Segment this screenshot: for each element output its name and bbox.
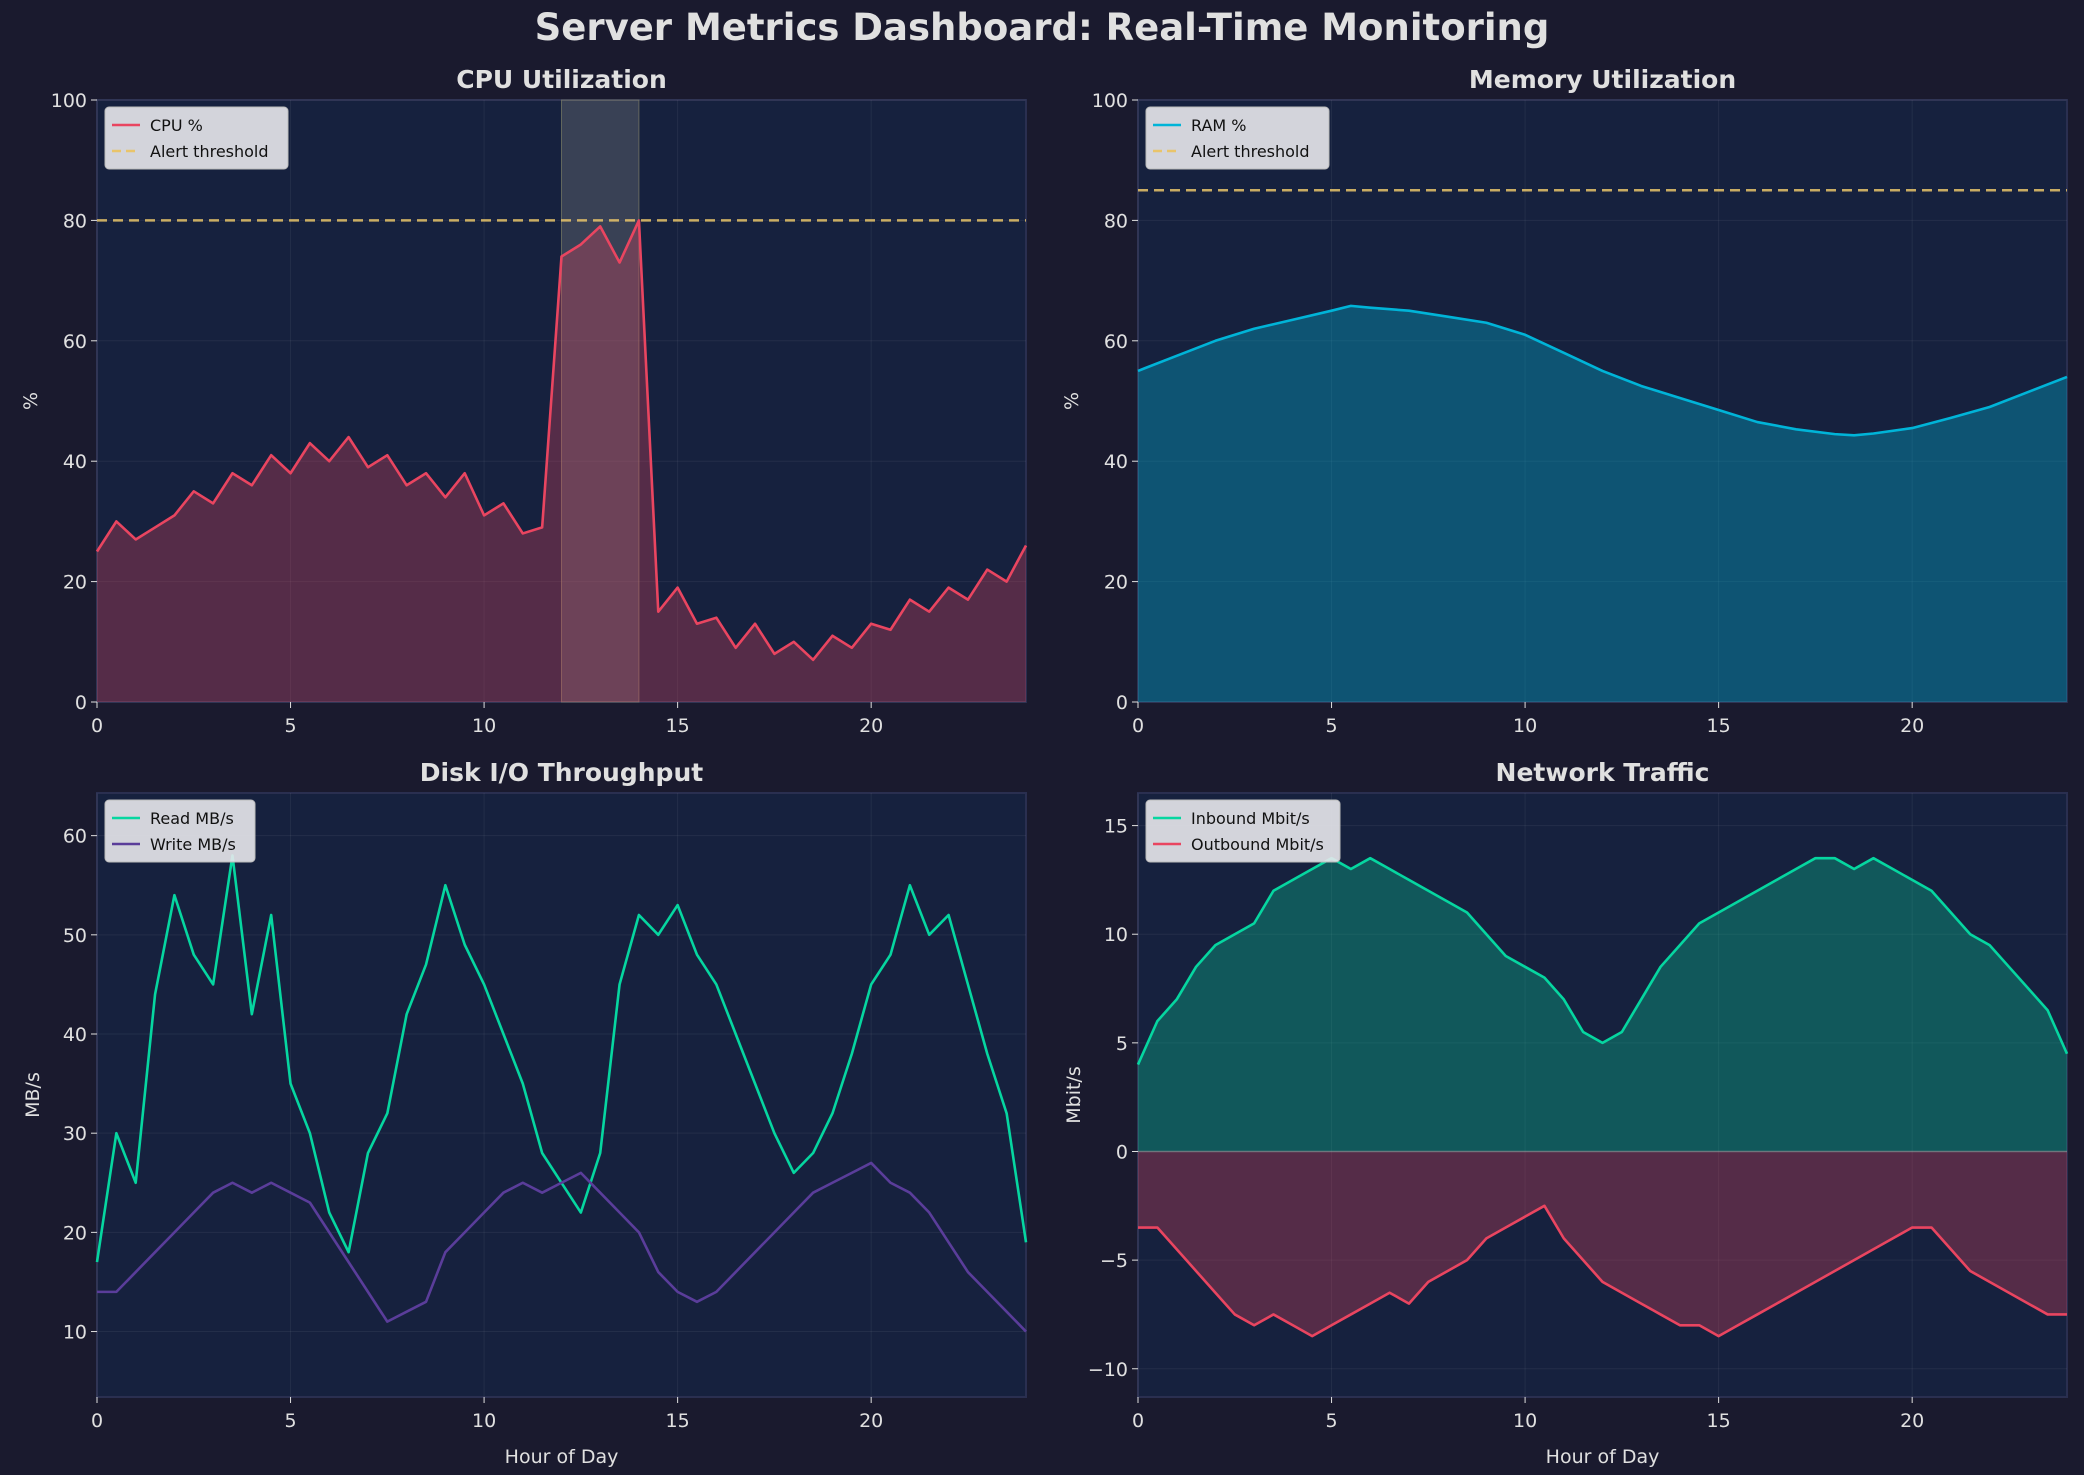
x-tick-label: 20 — [1900, 715, 1924, 737]
series-line-0 — [95, 219, 1028, 662]
y-tick-label: 20 — [1104, 572, 1128, 594]
highlight-span — [561, 99, 640, 703]
plot-area — [1137, 99, 2068, 703]
y-tick-label: 50 — [63, 925, 87, 947]
x-tick-label: 20 — [859, 715, 883, 737]
legend: Inbound Mbit/s Outbound Mbit/s — [1145, 799, 1341, 863]
y-tick-label: 30 — [63, 1123, 87, 1145]
y-tick-label: 5 — [1116, 1033, 1128, 1055]
x-tick-label: 10 — [1513, 715, 1537, 737]
y-tick-label: 40 — [1104, 451, 1128, 473]
x-tick-label: 15 — [666, 1410, 690, 1432]
y-tick-label: 10 — [63, 1322, 87, 1344]
chart-2: 0 5 10 15 20 10 20 30 40 50 60 Disk I/O Throughput H… — [22, 758, 1028, 1468]
x-tick-label: 5 — [284, 715, 296, 737]
legend-box — [104, 799, 256, 863]
chart-title: Memory Utilization — [1469, 65, 1736, 94]
y-tick-label: −10 — [1088, 1359, 1128, 1381]
legend-box — [1145, 799, 1341, 863]
y-tick-label: 20 — [63, 572, 87, 594]
y-tick-label: 10 — [1104, 924, 1128, 946]
legend-label: Outbound Mbit/s — [1191, 835, 1324, 854]
legend-label: Alert threshold — [150, 142, 269, 161]
y-tick-label: 40 — [63, 1024, 87, 1046]
x-tick-label: 10 — [472, 1410, 496, 1432]
legend-label: RAM % — [1191, 116, 1247, 135]
series-line-1 — [97, 1161, 1027, 1333]
dashboard-title: Server Metrics Dashboard: Real-Time Moni… — [534, 6, 1550, 49]
y-tick-label: 60 — [1104, 331, 1128, 353]
y-tick-label: 60 — [63, 331, 87, 353]
chart-3: 0 5 10 15 20 −10 −5 0 5 10 15 Network Traffic Hour o… — [1063, 758, 2069, 1468]
y-tick-label: 60 — [63, 826, 87, 848]
legend-box — [1145, 106, 1330, 170]
x-tick-label: 5 — [1325, 715, 1337, 737]
x-tick-label: 15 — [666, 715, 690, 737]
series-fill-1 — [1138, 1151, 2067, 1337]
series-line-0 — [1136, 856, 2069, 1066]
x-tick-label: 5 — [1325, 1410, 1337, 1432]
y-tick-label: 80 — [1104, 210, 1128, 232]
x-tick-label: 5 — [284, 1410, 296, 1432]
y-axis-label: % — [20, 392, 42, 410]
y-tick-label: 80 — [63, 210, 87, 232]
x-tick-label: 10 — [1513, 1410, 1537, 1432]
x-tick-label: 20 — [859, 1410, 883, 1432]
plot-area — [1137, 792, 2068, 1398]
y-tick-label: 15 — [1104, 816, 1128, 838]
legend: Read MB/s Write MB/s — [104, 799, 256, 863]
y-axis-label: Mbit/s — [1063, 1066, 1085, 1123]
series-line-0 — [95, 854, 1028, 1263]
y-tick-label: 100 — [1092, 90, 1128, 112]
y-axis-label: % — [1061, 392, 1083, 410]
legend-label: Inbound Mbit/s — [1191, 809, 1310, 828]
y-tick-label: 0 — [1116, 1141, 1128, 1163]
x-tick-label: 20 — [1900, 1410, 1924, 1432]
x-tick-label: 15 — [1707, 715, 1731, 737]
plot-area — [96, 99, 1027, 703]
series-fill-0 — [1138, 305, 2067, 702]
x-tick-label: 0 — [1132, 715, 1144, 737]
chart-title: Disk I/O Throughput — [420, 758, 703, 787]
series-fill-0 — [97, 220, 1026, 702]
chart-title: CPU Utilization — [456, 65, 667, 94]
chart-0: 0 5 10 15 20 0 20 40 60 80 100 CPU Utilization% CPU … — [20, 65, 1028, 737]
y-axis-label: MB/s — [22, 1072, 44, 1118]
series-fill-0 — [1138, 858, 2067, 1152]
y-tick-label: 40 — [63, 451, 87, 473]
x-tick-label: 10 — [472, 715, 496, 737]
chart-title: Network Traffic — [1496, 758, 1710, 787]
y-tick-label: 100 — [51, 90, 87, 112]
x-axis-label: Hour of Day — [505, 1446, 619, 1468]
series-line-0 — [1137, 304, 2068, 437]
y-tick-label: 0 — [75, 692, 87, 714]
x-tick-label: 0 — [91, 1410, 103, 1432]
legend-label: Write MB/s — [150, 835, 236, 854]
x-tick-label: 0 — [1132, 1410, 1144, 1432]
legend-label: Read MB/s — [150, 809, 234, 828]
y-tick-label: 0 — [1116, 692, 1128, 714]
chart-1: 0 5 10 15 20 0 20 40 60 80 100 Memory Utilization% R… — [1061, 65, 2068, 737]
series-line-1 — [1138, 1204, 2067, 1338]
y-tick-label: −5 — [1100, 1250, 1128, 1272]
legend: CPU % Alert threshold — [104, 106, 289, 170]
x-tick-label: 0 — [91, 715, 103, 737]
x-axis-label: Hour of Day — [1546, 1446, 1660, 1468]
legend: RAM % Alert threshold — [1145, 106, 1330, 170]
x-tick-label: 15 — [1707, 1410, 1731, 1432]
plot-area — [96, 792, 1027, 1398]
legend-label: Alert threshold — [1191, 142, 1310, 161]
legend-label: CPU % — [150, 116, 203, 135]
y-tick-label: 20 — [63, 1222, 87, 1244]
legend-box — [104, 106, 289, 170]
